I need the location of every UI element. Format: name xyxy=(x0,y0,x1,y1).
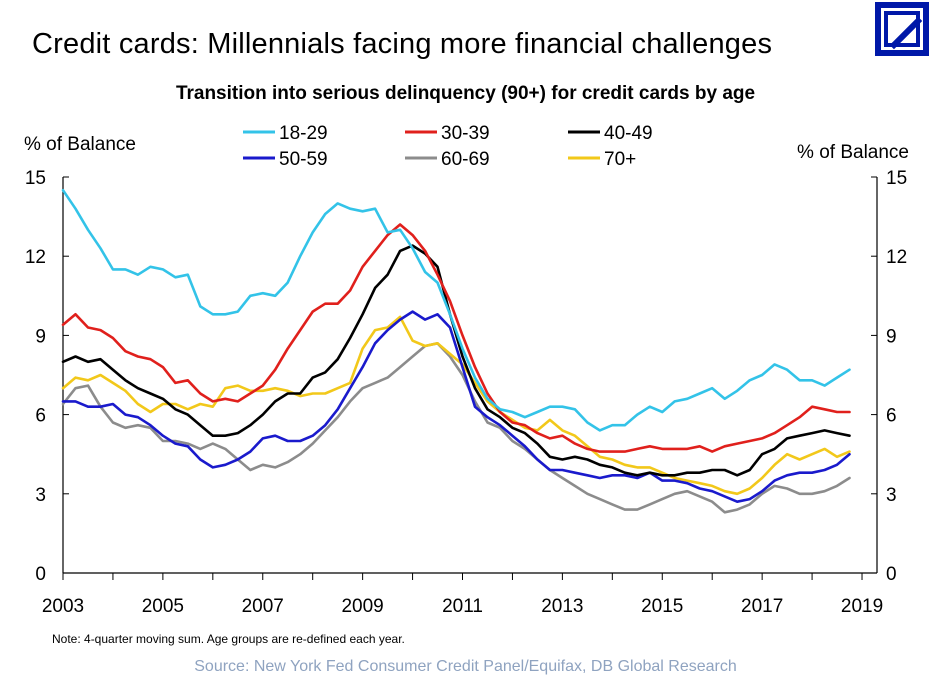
footnote: Note: 4-quarter moving sum. Age groups a… xyxy=(52,632,405,646)
legend-label-30-39: 30-39 xyxy=(441,123,490,144)
legend-label-50-59: 50-59 xyxy=(279,149,328,170)
series-line-50-59 xyxy=(61,310,851,503)
x-tick-label: 2005 xyxy=(142,596,184,617)
y-tick-label-right: 3 xyxy=(886,485,897,506)
chart-legend: 18-29 30-39 40-49 50-59 60-69 70+ xyxy=(243,123,653,170)
y-tick-label-left: 3 xyxy=(35,485,46,506)
x-tick-label: 2011 xyxy=(442,596,483,617)
x-tick-label: 2013 xyxy=(541,596,583,617)
y-tick-label-left: 9 xyxy=(35,326,46,347)
y-tick-label-left: 15 xyxy=(25,168,46,189)
deutsche-bank-logo xyxy=(875,2,929,56)
legend-label-60-69: 60-69 xyxy=(441,149,490,170)
chart-axes: 0 0 3 3 6 6 9 9 12 12 15 15 2003 2005 2007 2009 2011 2013… xyxy=(25,168,907,617)
series-line-40-49 xyxy=(61,244,851,477)
x-tick-label: 2015 xyxy=(641,596,683,617)
y-tick-label-left: 0 xyxy=(35,564,46,585)
x-tick-label: 2017 xyxy=(741,596,783,617)
logo-frame xyxy=(881,8,923,50)
y-axis-label-left: % of Balance xyxy=(24,134,136,155)
x-tick-label: 2019 xyxy=(841,596,883,617)
chart-subtitle: Transition into serious delinquency (90+… xyxy=(175,83,756,104)
y-tick-label-right: 0 xyxy=(886,564,897,585)
y-tick-label-right: 12 xyxy=(886,247,907,268)
y-tick-label-left: 12 xyxy=(25,247,46,268)
legend-label-40-49: 40-49 xyxy=(604,123,653,144)
series-layer xyxy=(61,188,851,514)
series-line-70plus xyxy=(61,315,851,496)
logo-box xyxy=(884,11,923,50)
y-tick-label-right: 6 xyxy=(886,406,897,427)
x-tick-label: 2009 xyxy=(341,596,383,617)
y-tick-label-left: 6 xyxy=(35,406,46,427)
y-tick-label-right: 9 xyxy=(886,326,897,347)
series-line-60-69 xyxy=(61,342,851,514)
y-axis-label-right: % of Balance xyxy=(797,142,909,163)
series-line-18-29 xyxy=(61,188,851,432)
source-line: Source: New York Fed Consumer Credit Pan… xyxy=(194,658,737,675)
x-tick-label: 2007 xyxy=(242,596,284,617)
y-tick-label-right: 15 xyxy=(886,168,907,189)
series-line-30-39 xyxy=(61,223,851,453)
chart-title: Credit cards: Millennials facing more fi… xyxy=(32,28,773,60)
legend-label-18-29: 18-29 xyxy=(279,123,328,144)
x-tick-label: 2003 xyxy=(42,596,84,617)
legend-label-70plus: 70+ xyxy=(604,149,636,170)
